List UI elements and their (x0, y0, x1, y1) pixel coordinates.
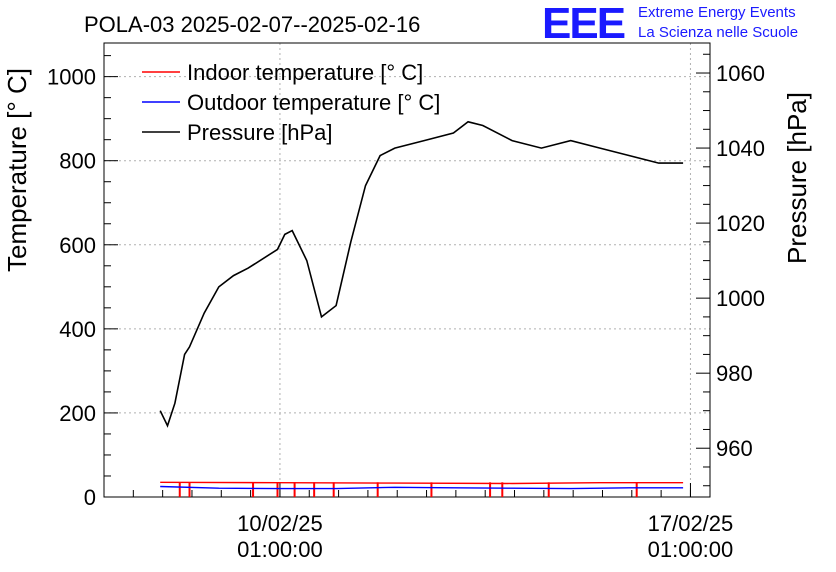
plot-frame (103, 42, 711, 498)
tick-label-left: 600 (59, 233, 96, 258)
tick-label-left: 800 (59, 149, 96, 174)
tick-label-right: 1000 (716, 286, 765, 311)
series-line (159, 120, 684, 428)
series-line (160, 485, 684, 490)
tick-label-right: 980 (716, 361, 753, 386)
eee-logo: EEE (542, 0, 626, 48)
legend-label: Outdoor temperature [° C] (187, 90, 440, 115)
axis-ticks: 0 200 400 600 800 1000 960 980 1000 1020 1040 1060 1… (47, 53, 765, 562)
tick-label-right: 1060 (716, 61, 765, 86)
series-layer (159, 120, 684, 497)
tick-label-left: 1000 (47, 65, 96, 90)
grid (104, 43, 710, 497)
logo-line-1: Extreme Energy Events (638, 4, 796, 21)
tick-label-left: 200 (59, 401, 96, 426)
tick-label-right: 1040 (716, 136, 765, 161)
tick-label-x-date: 17/02/25 (648, 511, 734, 536)
tick-label-left: 0 (84, 485, 96, 510)
tick-label-right: 960 (716, 436, 753, 461)
y-axis-right-label: Pressure [hPa] (782, 92, 812, 264)
tick-label-right: 1020 (716, 211, 765, 236)
tick-label-x-time: 01:00:00 (237, 537, 323, 562)
tick-label-x-date: 10/02/25 (237, 511, 323, 536)
legend-label: Pressure [hPa] (187, 120, 333, 145)
logo-line-2: La Scienza nelle Scuole (638, 24, 799, 41)
tick-label-x-time: 01:00:00 (648, 537, 734, 562)
series-line (160, 481, 684, 485)
tick-label-left: 400 (59, 317, 96, 342)
y-axis-left-label: Temperature [° C] (2, 68, 32, 272)
legend: Indoor temperature [° C] Outdoor temperat… (142, 60, 440, 145)
legend-label: Indoor temperature [° C] (187, 60, 423, 85)
chart-title: POLA-03 2025-02-07--2025-02-16 (84, 12, 420, 37)
